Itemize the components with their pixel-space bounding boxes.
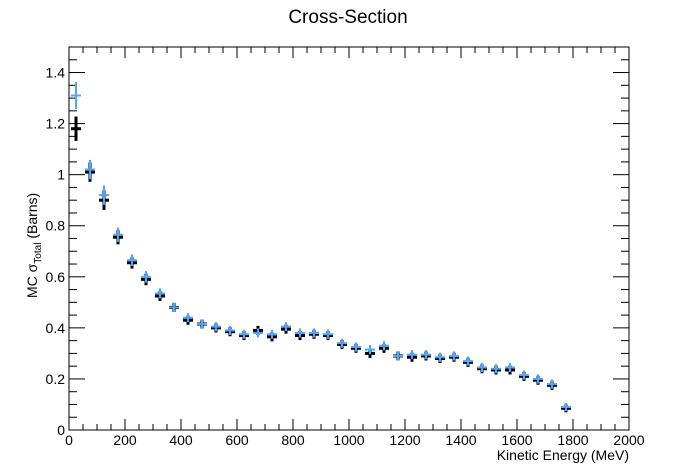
- y-axis-label-symbol: σ: [24, 263, 40, 272]
- x-tick-label: 2000: [613, 432, 644, 448]
- x-tick-label: 1400: [445, 432, 476, 448]
- x-tick-label: 600: [225, 432, 249, 448]
- y-axis-label: MC σTotal (Barns): [24, 193, 44, 298]
- x-tick-label: 1000: [333, 432, 364, 448]
- data-point: [323, 329, 333, 339]
- data-point: [225, 325, 235, 335]
- data-point: [281, 322, 291, 332]
- data-points: [71, 82, 571, 413]
- series-2: [71, 82, 571, 412]
- y-tick-label: 0.6: [46, 269, 66, 285]
- data-point: [491, 364, 501, 374]
- data-point: [533, 374, 543, 384]
- data-point: [435, 352, 445, 362]
- x-tick-label: 400: [169, 432, 193, 448]
- y-axis-label-suffix: (Barns): [24, 193, 40, 243]
- data-point: [449, 351, 459, 361]
- data-point: [547, 379, 557, 389]
- chart-title: Cross-Section: [288, 7, 407, 28]
- data-point: [197, 319, 207, 329]
- x-axis-label: Kinetic Energy (MeV): [497, 447, 629, 463]
- y-tick-label: 0: [57, 422, 65, 438]
- y-tick-label: 0.2: [46, 371, 66, 387]
- data-point: [561, 402, 571, 412]
- data-point: [239, 329, 249, 339]
- data-point: [351, 342, 361, 352]
- y-tick-label: 1.4: [46, 65, 66, 81]
- data-point: [85, 159, 95, 180]
- x-tick-label: 1200: [389, 432, 420, 448]
- data-point: [211, 322, 221, 332]
- y-axis-label-prefix: MC: [24, 272, 40, 298]
- data-point: [337, 338, 347, 348]
- y-axis-label-subscript: Total: [33, 243, 44, 264]
- data-point: [71, 116, 81, 141]
- data-point: [365, 345, 375, 355]
- axis-ticks: [68, 46, 630, 431]
- x-tick-labels: 0 200 400 600 800 1000 1200 1400 1600 1800 2000: [65, 432, 645, 448]
- data-point: [295, 328, 305, 338]
- data-point: [141, 270, 151, 283]
- data-point: [505, 362, 515, 372]
- data-point: [99, 185, 109, 205]
- y-tick-label: 1.2: [46, 116, 66, 132]
- data-point: [519, 370, 529, 380]
- data-point: [253, 328, 263, 338]
- data-point: [309, 328, 319, 338]
- x-tick-label: 1600: [501, 432, 532, 448]
- y-tick-label: 0.8: [46, 218, 66, 234]
- data-point: [267, 329, 277, 339]
- y-tick-label: 1: [57, 167, 65, 183]
- data-point: [393, 351, 403, 361]
- data-point: [407, 350, 417, 360]
- x-tick-label: 800: [281, 432, 305, 448]
- data-point: [71, 82, 81, 110]
- x-tick-label: 200: [113, 432, 137, 448]
- plot-frame: [68, 46, 630, 431]
- data-point: [155, 288, 165, 299]
- data-point: [127, 254, 137, 267]
- data-point: [421, 350, 431, 360]
- data-point: [113, 227, 123, 242]
- data-point: [463, 356, 473, 366]
- x-tick-label: 0: [65, 432, 73, 448]
- data-point: [379, 341, 389, 351]
- x-tick-label: 1800: [557, 432, 588, 448]
- y-tick-labels: 0 0.2 0.4 0.6 0.8 1 1.2 1.4: [46, 65, 66, 438]
- y-tick-label: 0.4: [46, 320, 66, 336]
- data-point: [477, 362, 487, 372]
- data-point: [169, 302, 179, 312]
- data-point: [183, 313, 193, 323]
